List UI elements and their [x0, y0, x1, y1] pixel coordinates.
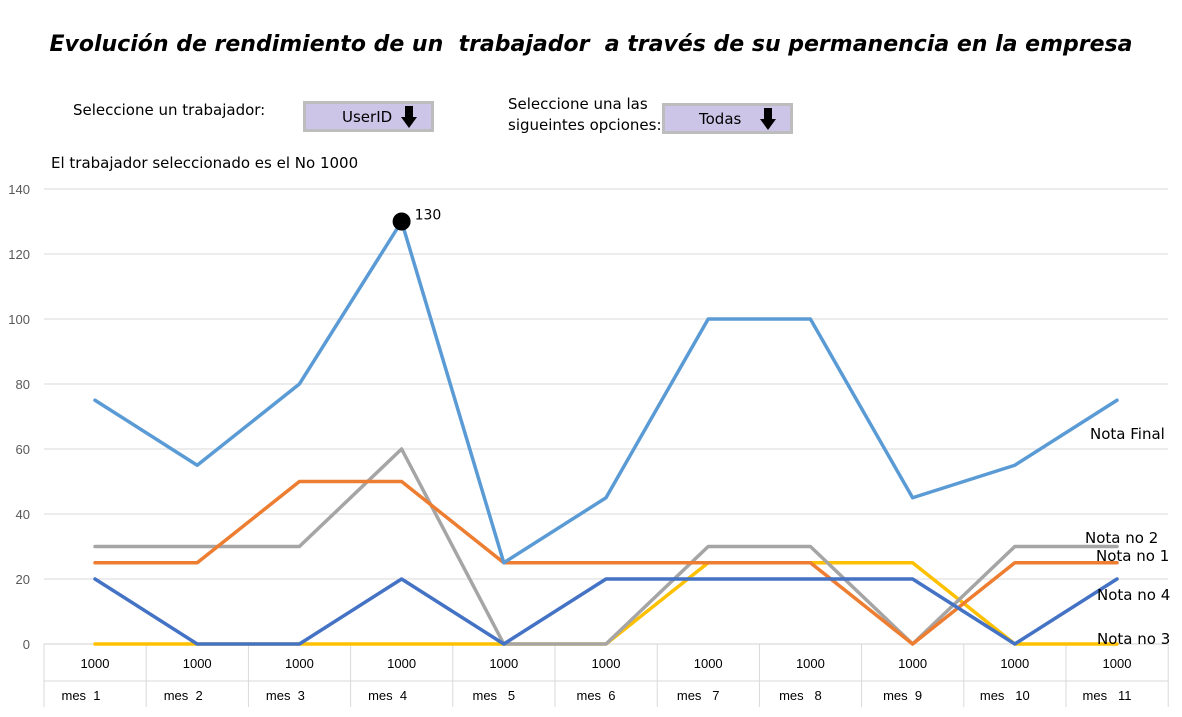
- x-tick-label: 1000: [285, 656, 314, 671]
- series-label: Nota no 3: [1097, 630, 1170, 648]
- y-tick-label: 0: [23, 637, 30, 652]
- x-tick-label-month: mes 11: [1083, 688, 1132, 703]
- series-line-nota-no-4: [93, 577, 1119, 646]
- worker-dropdown-value: UserID: [342, 108, 393, 126]
- series-label: Nota no 2: [1085, 529, 1158, 547]
- x-tick-label: 1000: [387, 656, 416, 671]
- options-dropdown[interactable]: Todas: [662, 103, 793, 134]
- series-line-nota-final: [93, 219, 1119, 565]
- highlight-data-label: 130: [415, 208, 442, 224]
- x-tick-label: 1000: [694, 656, 723, 671]
- selected-worker-text: El trabajador seleccionado es el No 1000: [51, 154, 359, 172]
- y-tick-label: 80: [16, 377, 30, 392]
- x-tick-label-month: mes 2: [164, 688, 203, 703]
- arrow-down-icon: [401, 106, 417, 128]
- x-tick-label-month: mes 4: [368, 688, 407, 703]
- options-dropdown-value: Todas: [699, 110, 742, 128]
- arrow-down-icon: [760, 108, 776, 130]
- y-tick-label: 100: [8, 312, 30, 327]
- chart-title: Evolución de rendimiento de un trabajado…: [49, 32, 1133, 57]
- options-select-label: Seleccione una las sigueintes opciones:: [508, 94, 662, 136]
- x-tick-label: 1000: [1103, 656, 1132, 671]
- x-tick-label: 1000: [1000, 656, 1029, 671]
- y-tick-label: 40: [16, 507, 30, 522]
- series-line-nota-no-2: [93, 447, 1119, 646]
- x-tick-label-month: mes 7: [677, 688, 720, 703]
- series-label: Nota no 1: [1096, 547, 1169, 565]
- options-label-line2: sigueintes opciones:: [508, 116, 662, 134]
- x-tick-label-month: mes 6: [576, 688, 615, 703]
- y-tick-label: 140: [8, 182, 30, 197]
- x-tick-label-month: mes 3: [266, 688, 305, 703]
- category-axis-table: [43, 644, 1169, 707]
- x-tick-label: 1000: [489, 656, 518, 671]
- worker-select-label: Seleccione un trabajador:: [73, 101, 266, 119]
- y-tick-label: 20: [16, 572, 30, 587]
- series-label: Nota Final: [1090, 425, 1165, 443]
- x-tick-label: 1000: [81, 656, 110, 671]
- x-tick-label: 1000: [183, 656, 212, 671]
- x-tick-label-month: mes 9: [883, 688, 922, 703]
- x-tick-label-month: mes 8: [779, 688, 822, 703]
- y-tick-label: 60: [16, 442, 30, 457]
- series-line-nota-no-1: [93, 479, 1119, 646]
- options-label-line1: Seleccione una las: [508, 95, 648, 113]
- x-tick-label-month: mes 5: [472, 688, 515, 703]
- highlight-point: [392, 212, 411, 231]
- worker-dropdown[interactable]: UserID: [303, 101, 434, 132]
- y-tick-label: 120: [8, 247, 30, 262]
- x-tick-label-month: mes 1: [61, 688, 100, 703]
- series-label: Nota no 4: [1097, 586, 1170, 604]
- x-tick-label: 1000: [796, 656, 825, 671]
- x-tick-label: 1000: [898, 656, 927, 671]
- x-tick-label: 1000: [592, 656, 621, 671]
- x-tick-label-month: mes 10: [980, 688, 1030, 703]
